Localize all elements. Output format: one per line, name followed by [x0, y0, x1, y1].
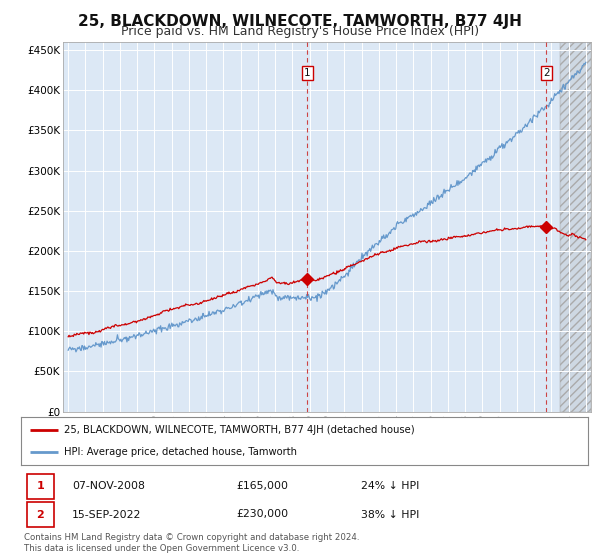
- Text: £230,000: £230,000: [236, 510, 289, 520]
- Text: 25, BLACKDOWN, WILNECOTE, TAMWORTH, B77 4JH (detached house): 25, BLACKDOWN, WILNECOTE, TAMWORTH, B77 …: [64, 425, 414, 435]
- Bar: [560, 42, 591, 412]
- Text: 2: 2: [37, 510, 44, 520]
- Text: 25, BLACKDOWN, WILNECOTE, TAMWORTH, B77 4JH: 25, BLACKDOWN, WILNECOTE, TAMWORTH, B77 …: [78, 14, 522, 29]
- FancyBboxPatch shape: [26, 474, 54, 498]
- Text: 07-NOV-2008: 07-NOV-2008: [72, 481, 145, 491]
- Text: Contains HM Land Registry data © Crown copyright and database right 2024.
This d: Contains HM Land Registry data © Crown c…: [24, 533, 359, 553]
- Text: 1: 1: [304, 68, 310, 78]
- FancyBboxPatch shape: [26, 502, 54, 527]
- Text: 15-SEP-2022: 15-SEP-2022: [72, 510, 142, 520]
- Bar: [560, 42, 591, 412]
- Text: 38% ↓ HPI: 38% ↓ HPI: [361, 510, 419, 520]
- Text: 24% ↓ HPI: 24% ↓ HPI: [361, 481, 419, 491]
- Text: 2: 2: [543, 68, 550, 78]
- Text: 1: 1: [37, 481, 44, 491]
- Text: Price paid vs. HM Land Registry's House Price Index (HPI): Price paid vs. HM Land Registry's House …: [121, 25, 479, 38]
- Text: £165,000: £165,000: [236, 481, 289, 491]
- Text: HPI: Average price, detached house, Tamworth: HPI: Average price, detached house, Tamw…: [64, 447, 296, 457]
